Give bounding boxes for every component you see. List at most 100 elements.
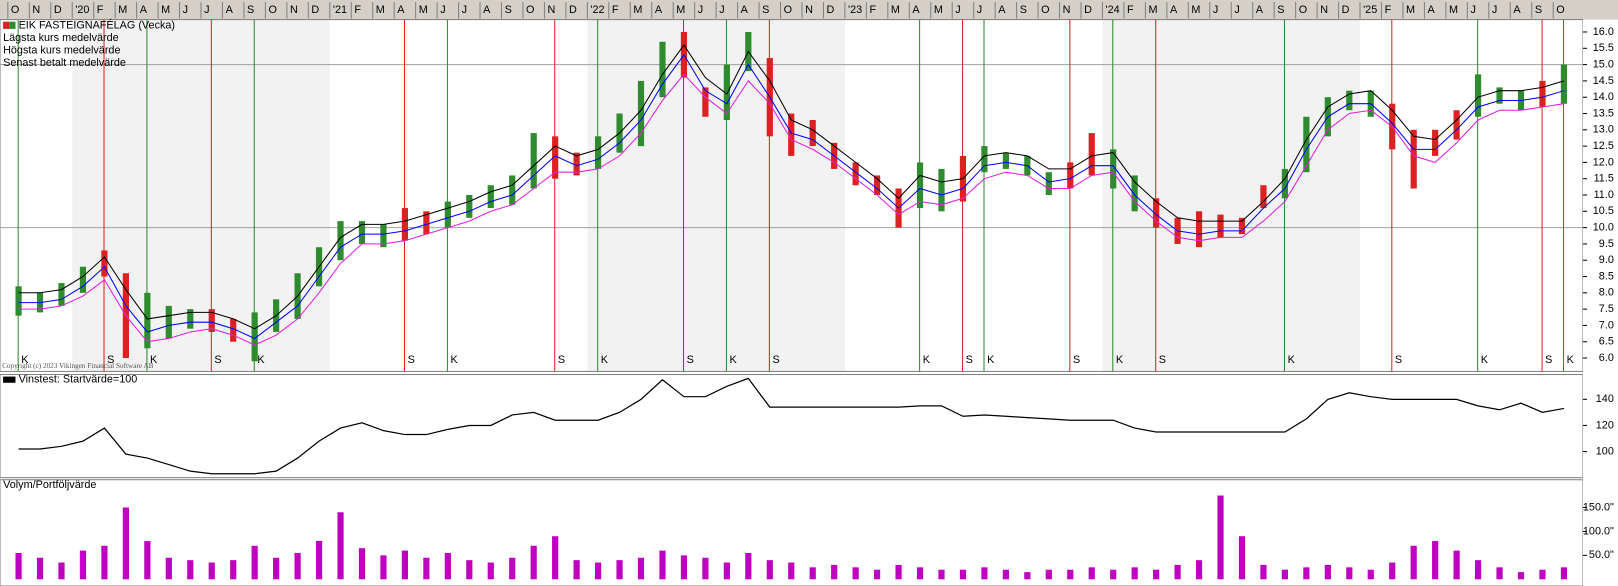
volume-bar [702, 557, 709, 580]
volume-bar [1474, 560, 1482, 580]
volume-bar [809, 567, 816, 580]
x-tick-label: F [354, 4, 361, 16]
price-bar [573, 152, 580, 176]
signal-label: K [987, 354, 995, 366]
volume-bar [659, 550, 666, 580]
legend-swatch [3, 376, 16, 383]
volume-bar [294, 552, 301, 580]
signal-label: K [730, 354, 738, 366]
price-bar [230, 318, 237, 342]
volume-bar [637, 557, 645, 580]
volume-bar [1217, 495, 1224, 580]
x-tick-label: J [462, 4, 467, 16]
x-tick-label: J [1213, 4, 1218, 16]
volume-bar [1281, 569, 1289, 580]
y-tick-label: 9.0 [1599, 254, 1614, 266]
volume-bar [1432, 541, 1439, 580]
volume-bar [1260, 564, 1267, 580]
x-tick-label: J [440, 4, 445, 16]
x-tick-label: N [1320, 4, 1328, 16]
y-tick-label: 14.0 [1593, 91, 1614, 103]
volume-bar [1389, 562, 1396, 580]
price-bar [874, 175, 881, 196]
volume-bar [337, 512, 344, 580]
volume-bar [273, 557, 280, 580]
x-tick-label: '22 [590, 4, 604, 16]
volume-bar [487, 562, 494, 580]
y-tick-label: 11.5 [1594, 173, 1614, 185]
x-tick-label: M [1191, 4, 1200, 16]
year-shade [1102, 19, 1361, 372]
x-tick-label: M [1406, 4, 1415, 16]
time-axis-bar [0, 0, 1618, 20]
x-tick-label: J [955, 4, 960, 16]
price-bar [487, 185, 494, 209]
volume-bar [36, 557, 44, 580]
x-tick-label: '21 [333, 4, 347, 16]
panel-title: Volym/Portföljvärde [3, 479, 96, 491]
x-tick-label: J [1492, 4, 1497, 16]
y-tick-label: 15.0 [1593, 58, 1614, 70]
volume-bar [15, 552, 22, 580]
volume-bar [509, 557, 516, 580]
volume-bar [401, 550, 409, 580]
volume-bar [122, 507, 129, 580]
x-tick-label: S [1535, 4, 1542, 16]
x-tick-label: J [183, 4, 188, 16]
signal-label: S [966, 354, 973, 366]
volume-bar [1346, 567, 1353, 580]
x-tick-label: D [1084, 4, 1092, 16]
price-bar [187, 309, 194, 329]
volume-bar [895, 564, 902, 580]
price-bar [1153, 198, 1160, 228]
volume-bar [788, 562, 795, 580]
y-tick-label: 100 [1596, 445, 1614, 457]
volume-bar [766, 560, 773, 580]
y-tick-label: 100.0" [1583, 525, 1614, 537]
volume-bar [552, 536, 559, 580]
x-tick-label: O [11, 4, 19, 16]
volume-bar [79, 550, 87, 580]
price-bar [938, 168, 945, 212]
volume-bar [594, 562, 602, 580]
signal-label: S [1545, 354, 1552, 366]
x-tick-label: O [526, 4, 534, 16]
price-bar [1432, 129, 1439, 156]
x-tick-label: S [1277, 4, 1284, 16]
price-bar [594, 136, 602, 169]
price-bar [530, 133, 537, 189]
x-tick-label: J [204, 4, 209, 16]
y-tick-label: 140 [1596, 393, 1614, 405]
price-bar [444, 201, 451, 228]
x-tick-label: D [827, 4, 835, 16]
x-tick-label: S [762, 4, 769, 16]
price-bar [1281, 168, 1289, 199]
signal-label: K [1567, 354, 1575, 366]
volume-bar [165, 557, 172, 580]
signal-label: S [214, 354, 221, 366]
x-tick-label: M [1449, 4, 1458, 16]
x-tick-label: A [1256, 4, 1264, 16]
price-bar [1539, 80, 1546, 107]
legend-icon [9, 21, 16, 29]
volume-bar [1067, 569, 1074, 580]
price-bar [723, 64, 730, 121]
x-tick-label: O [1041, 4, 1049, 16]
x-tick-label: '25 [1363, 4, 1377, 16]
volume-bar [573, 560, 580, 580]
volume-bar [444, 552, 451, 580]
x-tick-label: A [1513, 4, 1521, 16]
signal-label: K [1116, 354, 1124, 366]
x-tick-label: M [633, 4, 642, 16]
price-bar [1088, 133, 1095, 176]
signal-label: S [1395, 354, 1402, 366]
x-tick-label: O [784, 4, 792, 16]
volume-bar [1303, 567, 1310, 580]
volume-bar [466, 560, 473, 580]
x-tick-label: N [805, 4, 813, 16]
y-tick-label: 150.0" [1583, 501, 1614, 513]
volume-bar [1517, 572, 1525, 580]
volume-bar [251, 545, 258, 580]
x-tick-label: M [891, 4, 900, 16]
